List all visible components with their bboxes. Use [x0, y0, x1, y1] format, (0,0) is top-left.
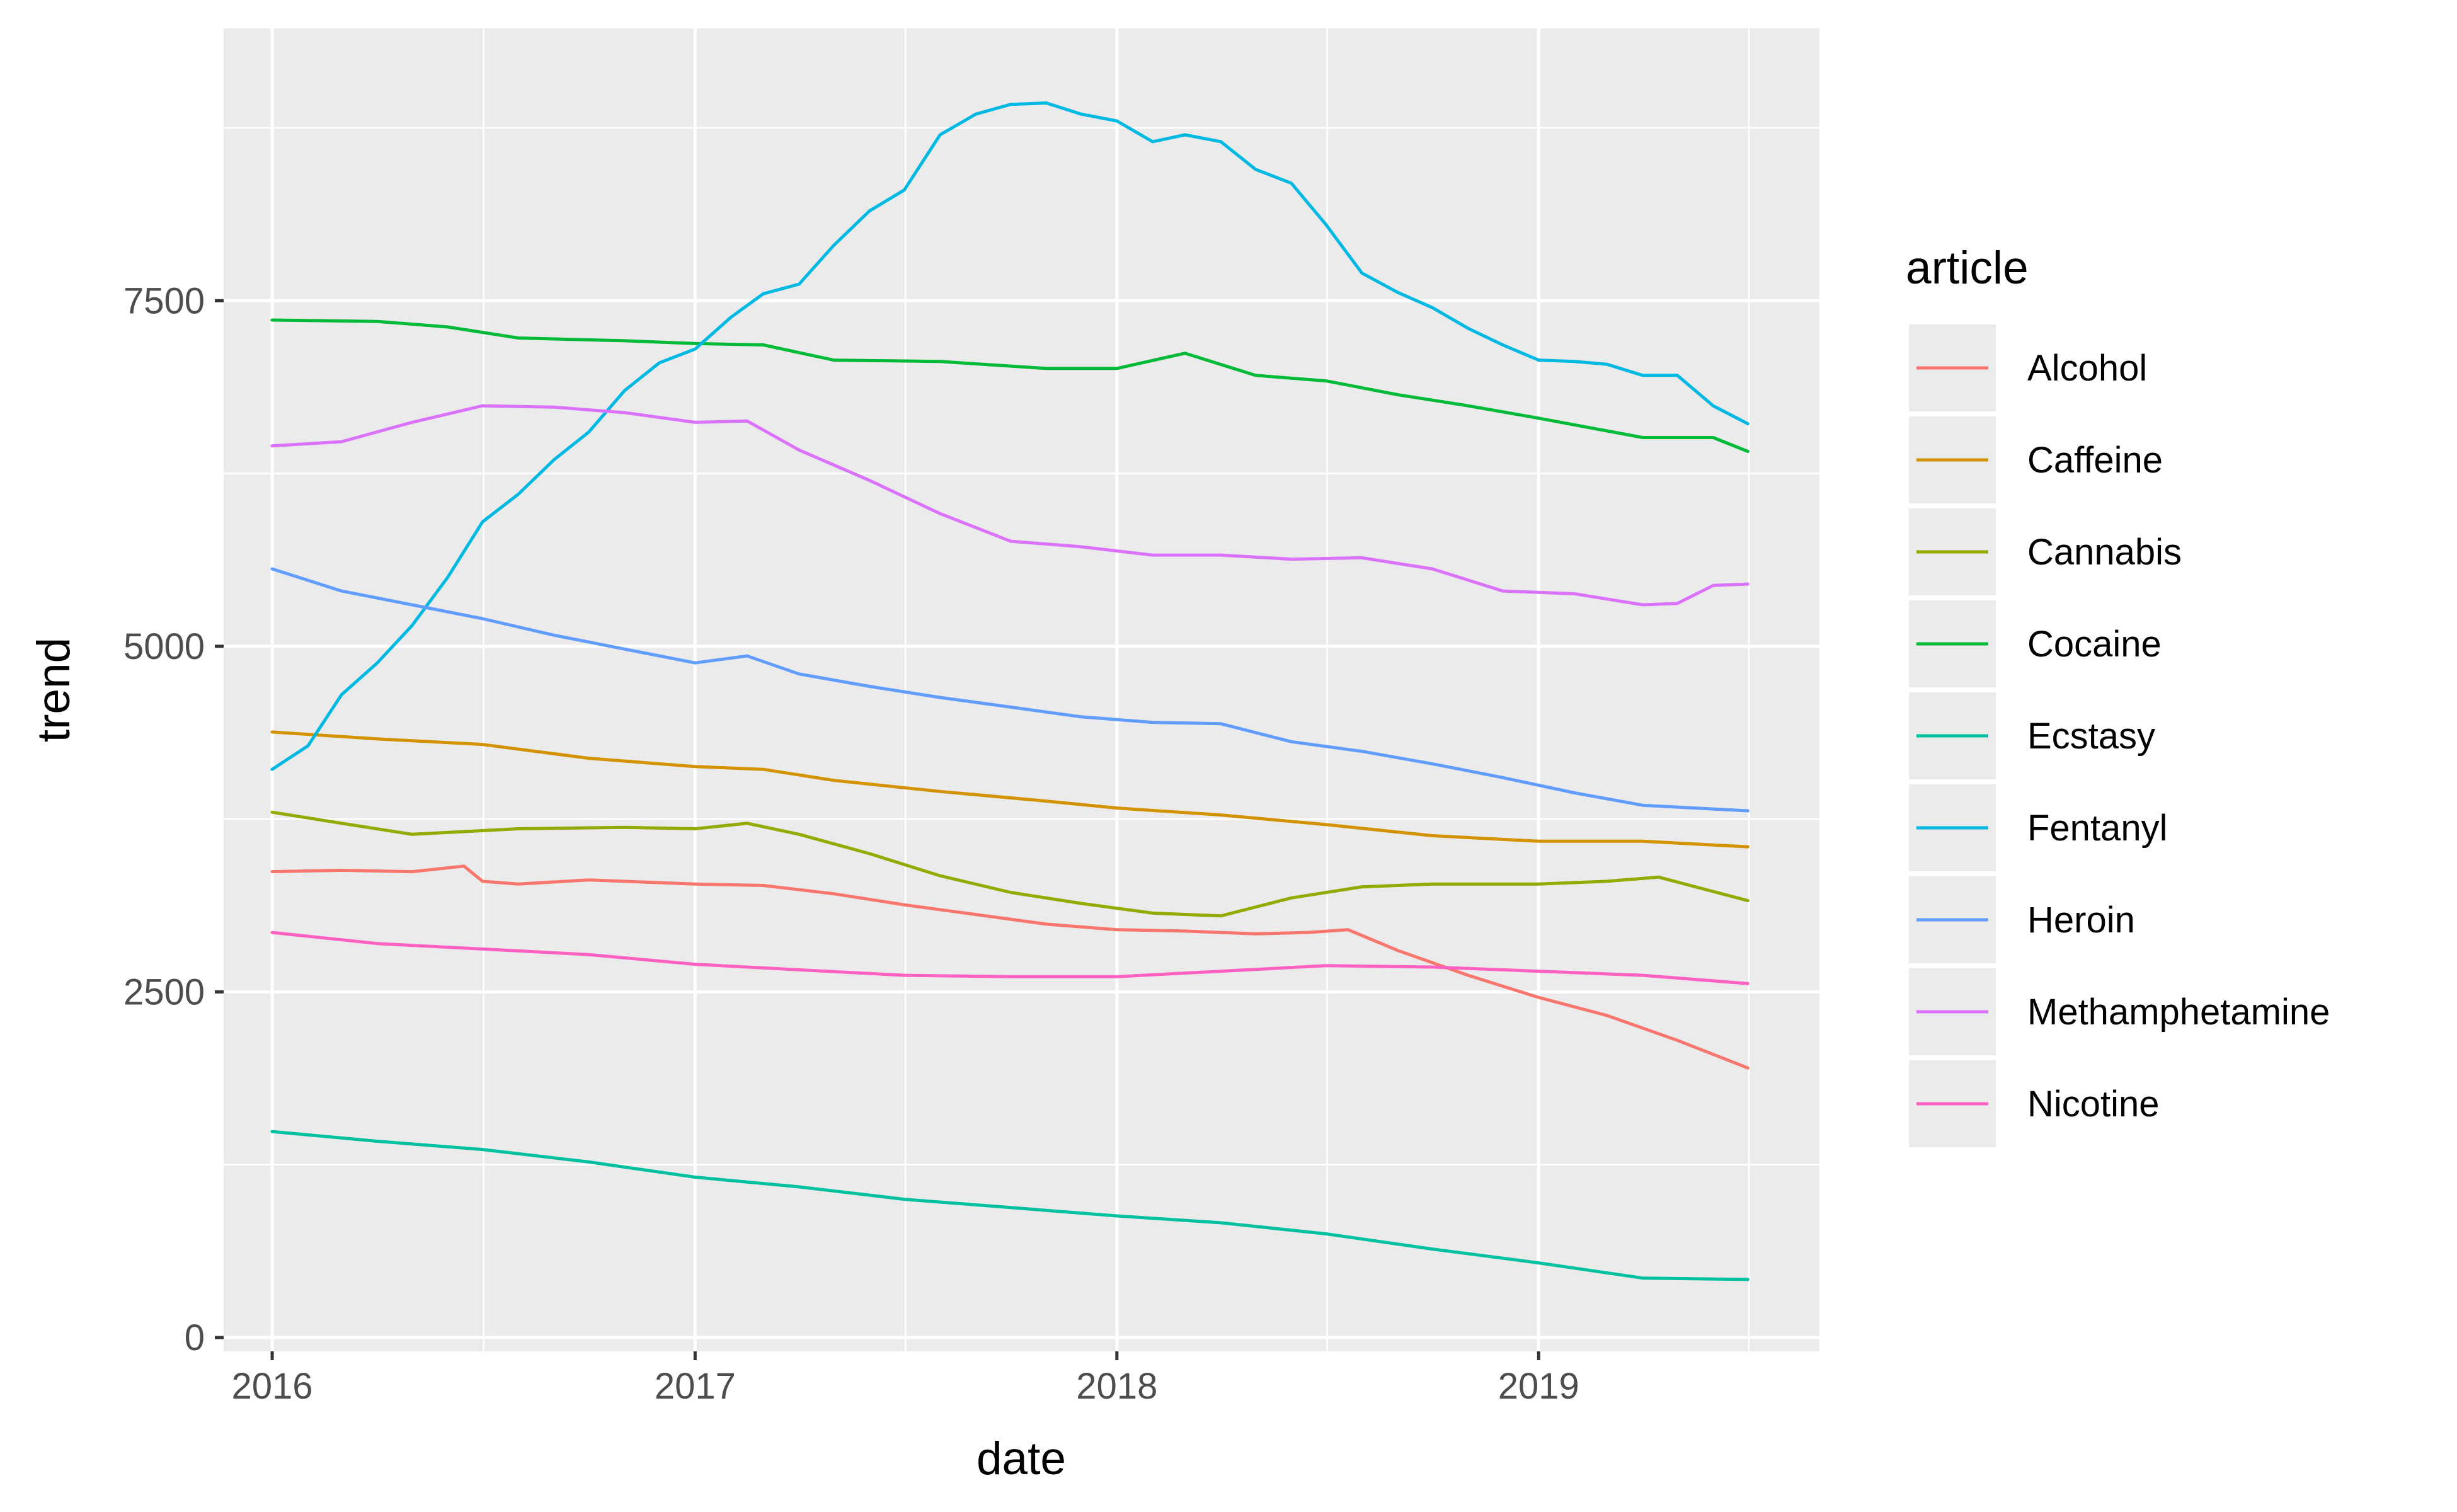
y-tick-label: 0	[185, 1317, 205, 1358]
series-line-heroin	[270, 567, 1750, 813]
x-tick-label: 2017	[655, 1366, 736, 1407]
series-lines	[270, 101, 1750, 1281]
series-line-cocaine	[270, 318, 1750, 453]
legend-label: Cocaine	[2027, 624, 2162, 665]
x-tick-label: 2018	[1076, 1366, 1157, 1407]
legend-label: Ecstasy	[2027, 716, 2155, 757]
series-line-methamphetamine	[270, 404, 1750, 607]
x-tick-label: 2019	[1498, 1366, 1579, 1407]
series-line-alcohol	[270, 864, 1750, 1070]
legend-label: Alcohol	[2027, 348, 2147, 389]
series-line-cannabis	[270, 810, 1750, 918]
grid-major	[224, 28, 1819, 1351]
legend-title: article	[1906, 243, 2029, 294]
x-axis: 2016 2017 2018 2019	[232, 1351, 1579, 1407]
legend-label: Nicotine	[2027, 1084, 2160, 1125]
x-axis-title: date	[976, 1433, 1066, 1484]
series-line-nicotine	[270, 931, 1750, 985]
legend-label: Caffeine	[2027, 440, 2163, 481]
series-line-caffeine	[270, 730, 1750, 849]
x-tick-label: 2016	[232, 1366, 313, 1407]
y-tick-label: 2500	[123, 971, 205, 1012]
legend-label: Fentanyl	[2027, 808, 2167, 849]
series-line-ecstasy	[270, 1130, 1750, 1281]
legend-label: Methamphetamine	[2027, 992, 2330, 1033]
y-tick-label: 5000	[123, 626, 205, 667]
legend-label: Heroin	[2027, 900, 2135, 941]
y-axis-title: trend	[28, 638, 79, 742]
legend-label: Cannabis	[2027, 532, 2182, 573]
y-axis: 0 2500 5000 7500	[123, 280, 224, 1358]
legend: article Alcohol Caffeine Cannabis Cocaine Ec…	[1906, 243, 2330, 1147]
series-line-fentanyl	[270, 101, 1750, 771]
grid-minor	[224, 28, 1819, 1351]
plot-panel	[224, 28, 1819, 1351]
y-tick-label: 7500	[123, 280, 205, 321]
